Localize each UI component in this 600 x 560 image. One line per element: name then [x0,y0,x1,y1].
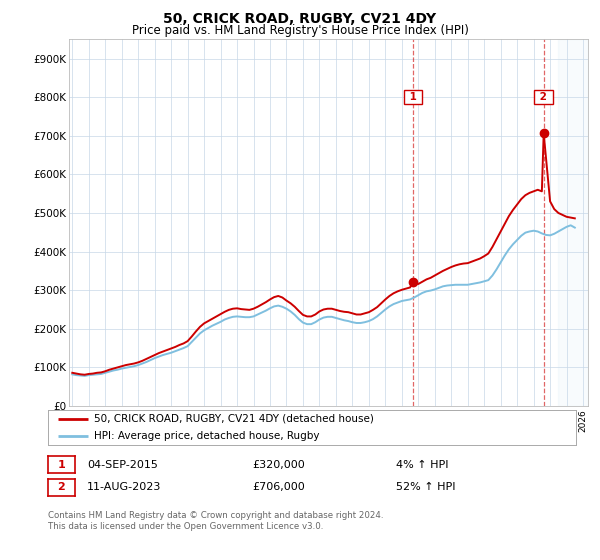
Text: £320,000: £320,000 [252,460,305,470]
Text: 2: 2 [58,482,65,492]
Text: 04-SEP-2015: 04-SEP-2015 [87,460,158,470]
Text: HPI: Average price, detached house, Rugby: HPI: Average price, detached house, Rugb… [94,431,320,441]
Text: 4% ↑ HPI: 4% ↑ HPI [396,460,449,470]
Text: 50, CRICK ROAD, RUGBY, CV21 4DY: 50, CRICK ROAD, RUGBY, CV21 4DY [163,12,437,26]
Text: 1: 1 [406,92,420,102]
Text: Contains HM Land Registry data © Crown copyright and database right 2024.: Contains HM Land Registry data © Crown c… [48,511,383,520]
Text: 50, CRICK ROAD, RUGBY, CV21 4DY (detached house): 50, CRICK ROAD, RUGBY, CV21 4DY (detache… [94,414,374,424]
Text: 11-AUG-2023: 11-AUG-2023 [87,482,161,492]
Text: 52% ↑ HPI: 52% ↑ HPI [396,482,455,492]
Text: 2: 2 [536,92,551,102]
Text: Price paid vs. HM Land Registry's House Price Index (HPI): Price paid vs. HM Land Registry's House … [131,24,469,36]
Text: 1: 1 [58,460,65,470]
Bar [559,39,588,406]
Text: This data is licensed under the Open Government Licence v3.0.: This data is licensed under the Open Gov… [48,522,323,531]
Text: £706,000: £706,000 [252,482,305,492]
